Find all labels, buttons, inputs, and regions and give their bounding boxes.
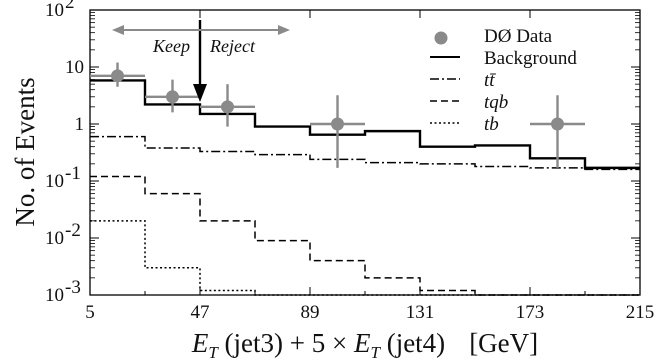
series-1-line: [90, 135, 640, 171]
reject-label: Reject: [209, 36, 256, 56]
legend-label-3: tqb: [484, 92, 508, 113]
y-tick-label-4: 10: [45, 228, 64, 249]
y-tick-label-5: 10: [45, 285, 64, 306]
x-label-jet3: (jet3) + 5 ×: [218, 328, 354, 358]
x-tick-label-3: 131: [406, 302, 435, 323]
y-tick-exp-4: -2: [65, 220, 81, 241]
keep-label: Keep: [152, 36, 190, 56]
series-2-line: [90, 175, 640, 296]
legend-label-0: DØ Data: [484, 26, 553, 47]
legend-marker-0: [434, 31, 448, 45]
data-point-3: [331, 117, 344, 131]
y-tick-label-0: 10: [45, 0, 64, 21]
x-tick-label-1: 47: [191, 302, 210, 323]
data-point-2: [221, 100, 234, 114]
legend-label-2: tt̄: [484, 70, 496, 91]
x-tick-label-5: 215: [626, 302, 655, 323]
x-label-e2: E: [353, 328, 371, 358]
y-tick-exp-5: -3: [65, 277, 81, 298]
y-tick-label-1: 10: [65, 57, 84, 78]
cut-arrow-head: [193, 84, 207, 102]
x-axis-label: ET (jet3) + 5 × ET (jet4) [GeV]: [191, 328, 538, 362]
x-tick-label-2: 89: [301, 302, 320, 323]
data-points: [90, 62, 585, 168]
x-tick-label-4: 173: [516, 302, 545, 323]
x-label-unit: [GeV]: [469, 328, 538, 358]
y-tick-exp-0: 2: [65, 0, 75, 13]
x-label-t2: T: [370, 343, 381, 362]
reject-arrow-head: [278, 25, 290, 35]
cut-annotation: Keep Reject: [112, 20, 290, 102]
data-point-1: [166, 90, 179, 104]
y-tick-label-3: 10: [45, 171, 64, 192]
y-tick-exp-3: -1: [65, 163, 81, 184]
keep-arrow-head: [112, 25, 124, 35]
x-label-jet4: (jet4): [380, 328, 445, 358]
x-tick-label-0: 5: [85, 302, 95, 323]
data-point-0: [111, 69, 124, 83]
legend-label-1: Background: [484, 48, 577, 69]
x-label-e1: E: [191, 328, 209, 358]
x-ticks: 5 47 89 131 173 215: [85, 10, 654, 323]
legend-label-4: tb: [484, 114, 499, 135]
series-3-line: [90, 220, 640, 296]
y-axis-label: No. of Events: [10, 77, 40, 226]
data-point-4: [551, 117, 564, 131]
y-tick-label-2: 1: [75, 114, 85, 135]
x-label-t1: T: [208, 343, 219, 362]
